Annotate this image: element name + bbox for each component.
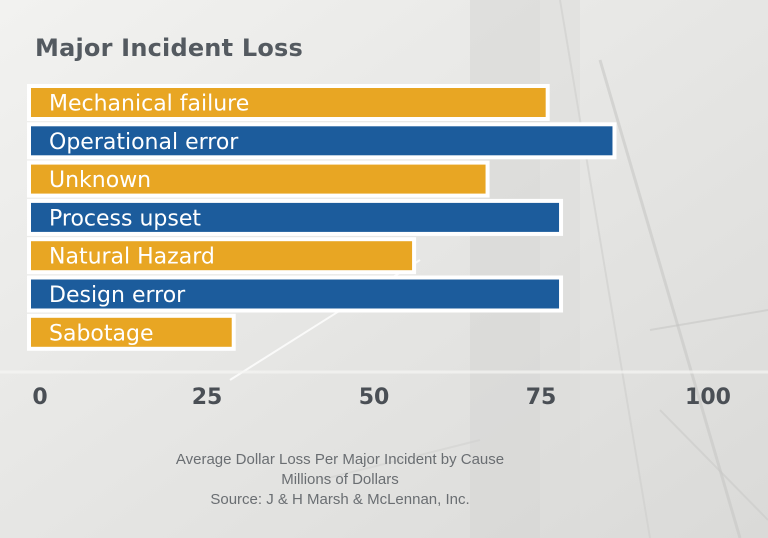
x-tick-label-50: 50 <box>359 385 390 410</box>
bar-label-unknown: Unknown <box>49 168 151 193</box>
caption-line-1: Average Dollar Loss Per Major Incident b… <box>175 451 505 468</box>
bar-label-operational-error: Operational error <box>49 130 239 155</box>
bar-unknown <box>27 160 490 198</box>
chart-title: Major Incident Loss <box>35 34 303 62</box>
bar-operational-error <box>27 122 617 160</box>
x-tick-label-0: 0 <box>32 385 47 410</box>
caption-line-2: Millions of Dollars <box>281 471 399 488</box>
bar-label-natural-hazard: Natural Hazard <box>49 245 215 270</box>
bar-natural-hazard <box>27 237 417 275</box>
bar-mechanical-failure <box>27 84 550 121</box>
bar-label-mechanical-failure: Mechanical failure <box>49 92 249 117</box>
x-tick-label-100: 100 <box>685 385 731 410</box>
caption-line-3: Source: J & H Marsh & McLennan, Inc. <box>210 491 470 508</box>
bar-process-upset <box>27 198 564 236</box>
bar-label-design-error: Design error <box>49 283 186 308</box>
x-tick-label-25: 25 <box>192 385 223 410</box>
bar-label-process-upset: Process upset <box>49 206 201 231</box>
x-tick-label-75: 75 <box>526 385 557 410</box>
bars-group: Mechanical failure Operational error Unkno… <box>27 84 617 351</box>
bar-design-error <box>27 275 564 313</box>
bar-label-sabotage: Sabotage <box>49 321 153 346</box>
x-axis-ticks: 0 25 50 75 100 <box>32 385 731 410</box>
bar-sabotage <box>27 313 236 351</box>
